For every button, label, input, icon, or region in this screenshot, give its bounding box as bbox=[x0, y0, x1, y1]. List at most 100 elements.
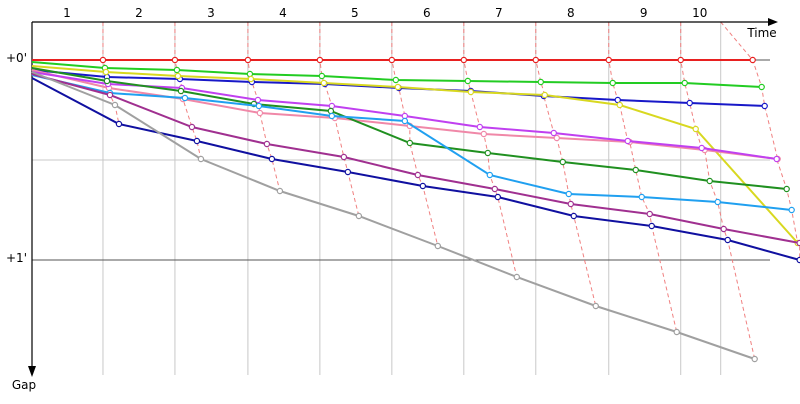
lap-line bbox=[680, 22, 756, 360]
y-axis-label: Gap bbox=[12, 378, 36, 392]
point bbox=[268, 155, 276, 163]
point bbox=[677, 56, 684, 64]
point bbox=[174, 72, 182, 80]
point bbox=[681, 79, 688, 87]
point bbox=[419, 182, 427, 190]
point bbox=[340, 153, 348, 161]
point bbox=[761, 102, 768, 110]
point bbox=[255, 102, 263, 110]
point bbox=[706, 177, 713, 185]
point bbox=[414, 171, 422, 179]
point bbox=[565, 190, 572, 198]
point bbox=[318, 72, 326, 80]
series-line bbox=[31, 65, 799, 244]
x-tick-label: 5 bbox=[351, 6, 359, 20]
x-tick-label: 7 bbox=[495, 6, 503, 20]
point bbox=[406, 139, 414, 147]
x-axis-arrow bbox=[768, 18, 778, 26]
point bbox=[609, 79, 616, 87]
series-line bbox=[31, 77, 800, 261]
point bbox=[532, 56, 539, 64]
point bbox=[788, 206, 795, 214]
point bbox=[559, 158, 566, 166]
lap-line bbox=[391, 22, 439, 247]
point bbox=[720, 225, 727, 233]
y-tick-label: +1' bbox=[6, 251, 27, 265]
point bbox=[197, 155, 205, 163]
point bbox=[256, 109, 264, 117]
point bbox=[181, 94, 189, 102]
point bbox=[570, 212, 577, 220]
x-tick-label: 6 bbox=[423, 6, 431, 20]
point bbox=[388, 56, 396, 64]
point bbox=[328, 102, 336, 110]
point bbox=[632, 166, 639, 174]
point bbox=[476, 123, 484, 131]
point bbox=[276, 187, 284, 195]
point bbox=[106, 91, 114, 99]
x-tick-label: 2 bbox=[135, 6, 143, 20]
point bbox=[99, 56, 107, 64]
point bbox=[171, 56, 179, 64]
point bbox=[616, 101, 623, 109]
point bbox=[111, 101, 119, 109]
point bbox=[460, 56, 468, 64]
point bbox=[624, 137, 631, 145]
point bbox=[494, 193, 501, 201]
point bbox=[537, 78, 544, 86]
x-axis-label: Time bbox=[746, 26, 776, 40]
point bbox=[648, 222, 655, 230]
point bbox=[177, 87, 185, 95]
point bbox=[480, 130, 488, 138]
point bbox=[188, 123, 196, 131]
point bbox=[355, 212, 363, 220]
point bbox=[673, 328, 680, 336]
y-tick-label: +0' bbox=[6, 51, 27, 65]
x-tick-label: 10 bbox=[692, 6, 707, 20]
series-line bbox=[31, 73, 800, 244]
point bbox=[464, 77, 472, 85]
point bbox=[328, 112, 336, 120]
x-tick-label: 1 bbox=[63, 6, 71, 20]
point bbox=[553, 134, 560, 142]
lap-line bbox=[608, 22, 678, 333]
point bbox=[434, 242, 442, 250]
point bbox=[173, 66, 181, 74]
point bbox=[401, 117, 409, 125]
point bbox=[193, 137, 201, 145]
point bbox=[254, 96, 262, 104]
x-tick-label: 8 bbox=[567, 6, 575, 20]
point bbox=[316, 56, 324, 64]
point bbox=[320, 79, 328, 87]
point bbox=[541, 91, 548, 99]
point bbox=[749, 56, 756, 64]
point bbox=[638, 193, 645, 201]
point bbox=[773, 155, 780, 163]
point bbox=[115, 120, 123, 128]
point bbox=[344, 168, 352, 176]
point bbox=[686, 99, 693, 107]
point bbox=[692, 125, 699, 133]
point bbox=[714, 198, 721, 206]
point bbox=[467, 88, 475, 96]
y-axis-arrow bbox=[28, 366, 36, 377]
point bbox=[491, 185, 499, 193]
point bbox=[605, 56, 612, 64]
point bbox=[394, 83, 402, 91]
point bbox=[486, 171, 494, 179]
point bbox=[592, 302, 599, 310]
point bbox=[513, 273, 520, 281]
point bbox=[646, 210, 653, 218]
x-tick-label: 9 bbox=[640, 6, 648, 20]
series-line bbox=[31, 71, 756, 360]
x-tick-label: 4 bbox=[279, 6, 287, 20]
point bbox=[724, 236, 731, 244]
point bbox=[698, 144, 705, 152]
point bbox=[484, 149, 492, 157]
point bbox=[102, 68, 110, 76]
point bbox=[244, 56, 252, 64]
lap-line bbox=[720, 21, 800, 260]
point bbox=[567, 200, 574, 208]
point bbox=[246, 70, 254, 78]
